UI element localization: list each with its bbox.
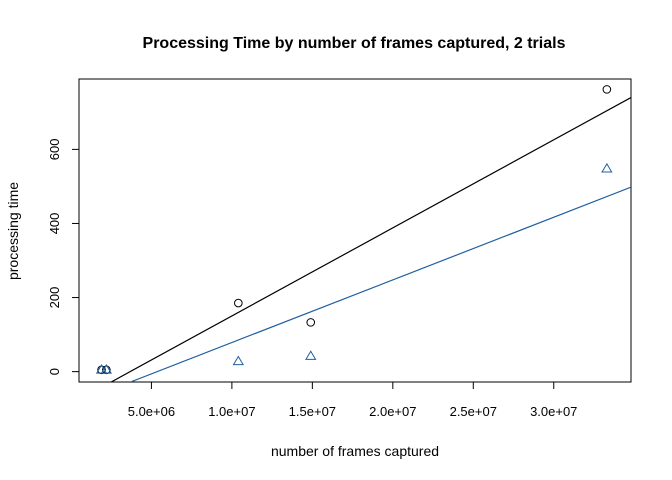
- y-tick-label: 600: [47, 139, 62, 161]
- x-tick-label: 1.5e+07: [289, 404, 336, 419]
- y-axis: 0 200 400 600: [47, 139, 79, 375]
- point-circle: [602, 85, 612, 94]
- y-axis-label: processing time: [5, 182, 21, 280]
- x-axis-label: number of frames captured: [271, 443, 439, 459]
- plot-area: [78, 78, 632, 383]
- y-tick-label: 0: [47, 368, 62, 375]
- point-triangle: [305, 350, 317, 360]
- x-axis: 5.0e+06 1.0e+07 1.5e+07 2.0e+07 2.5e+07 3.0e+…: [128, 382, 577, 419]
- point-triangle: [232, 355, 244, 366]
- point-triangle: [100, 363, 113, 374]
- point-circle: [306, 318, 316, 327]
- point-circle: [234, 298, 243, 308]
- x-tick-label: 3.0e+07: [530, 404, 577, 419]
- fit-lines: [110, 96, 631, 382]
- x-tick-label: 2.5e+07: [450, 404, 497, 419]
- y-tick-label: 400: [47, 213, 62, 235]
- data-points: [95, 85, 613, 375]
- chart-title: Processing Time by number of frames capt…: [143, 35, 566, 52]
- y-tick-label: 200: [47, 287, 62, 309]
- x-tick-label: 5.0e+06: [128, 404, 175, 419]
- fit-line-2: [130, 186, 631, 382]
- x-tick-label: 1.0e+07: [208, 404, 255, 419]
- x-tick-label: 2.0e+07: [369, 404, 416, 419]
- point-triangle: [601, 162, 613, 173]
- fit-line-1: [110, 96, 631, 382]
